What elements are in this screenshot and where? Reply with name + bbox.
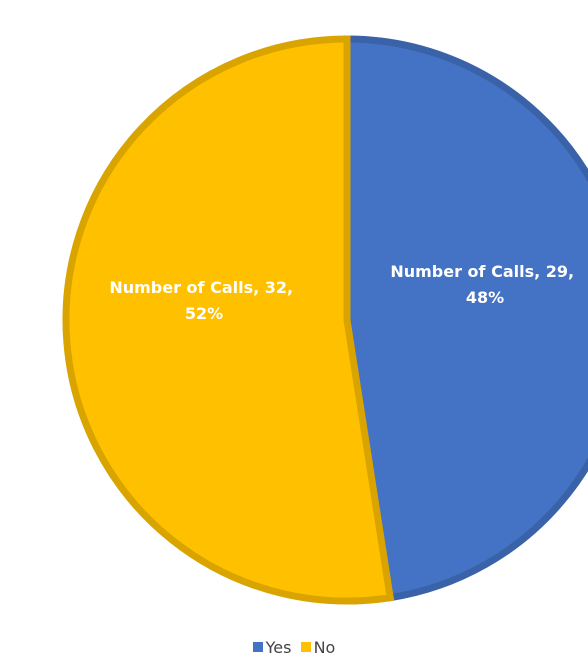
legend-swatch-no [300,642,311,652]
legend-label-yes: Yes [265,637,292,657]
data-label-yes-line2: 48% [466,288,504,307]
legend-item-yes[interactable]: Yes [252,637,292,657]
legend-item-no[interactable]: No [300,637,336,657]
data-label-no-line1: Number of Calls, 32, [109,278,293,297]
pie-slice-yes[interactable] [343,35,588,602]
data-label-no-line2: 52% [185,304,223,323]
legend-label-no: No [313,637,336,657]
legend-swatch-yes [252,642,263,652]
pie-slice-no[interactable] [62,35,395,605]
data-label-yes: Number of Calls, 29, 48% [390,262,579,307]
data-label-yes-line1: Number of Calls, 29, [390,262,574,281]
chart-legend: Yes No [0,637,588,657]
data-label-no: Number of Calls, 32, 52% [109,278,298,323]
